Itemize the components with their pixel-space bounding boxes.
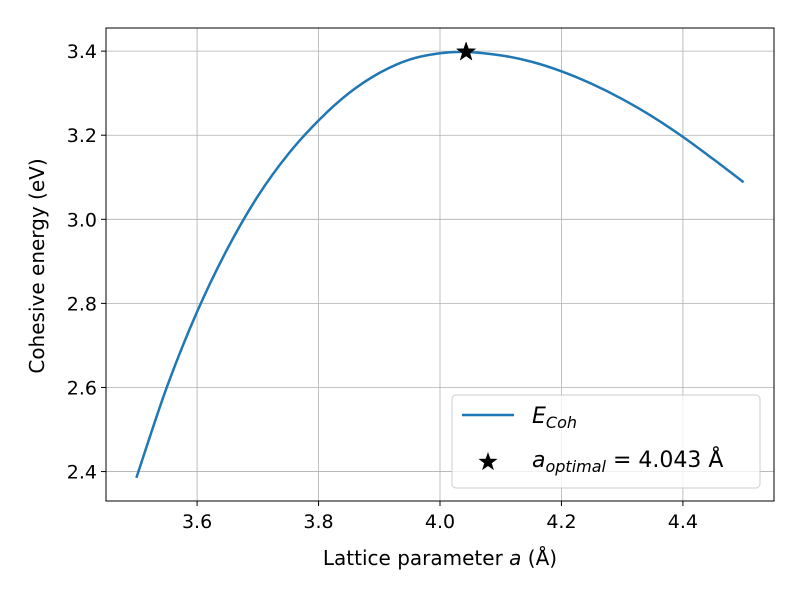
x-tick-label: 4.4 [668, 511, 698, 533]
y-tick-label: 2.6 [67, 377, 97, 399]
x-tick-label: 3.8 [303, 511, 333, 533]
x-tick-label: 4.2 [546, 511, 576, 533]
legend-box [451, 394, 761, 489]
x-tick-label: 3.6 [182, 511, 212, 533]
legend-entry-ecoh: ECoh [532, 404, 577, 432]
legend: ECoh aoptimal = 4.043 Å [451, 394, 761, 489]
y-tick-label: 2.8 [67, 293, 97, 315]
ticks: 3.6 3.8 4.0 4.2 4.4 2.4 2.6 2.8 3.0 3.2 3.4 [67, 41, 698, 533]
y-tick-label: 3.0 [67, 209, 97, 231]
y-tick-label: 3.2 [67, 125, 97, 147]
y-tick-label: 2.4 [67, 462, 97, 484]
series-line-ecoh [135, 50, 745, 479]
x-axis-label: Lattice parameter a (Å) [323, 546, 557, 570]
y-axis-label: Cohesive energy (eV) [25, 158, 49, 373]
legend-entry-a-optimal: aoptimal = 4.043 Å [532, 446, 723, 476]
grid [106, 28, 774, 501]
plot-content [135, 41, 745, 479]
legend-star-marker [478, 452, 498, 471]
optimal-point-star [455, 41, 477, 61]
x-tick-label: 4.0 [425, 511, 455, 533]
y-tick-label: 3.4 [67, 41, 97, 63]
